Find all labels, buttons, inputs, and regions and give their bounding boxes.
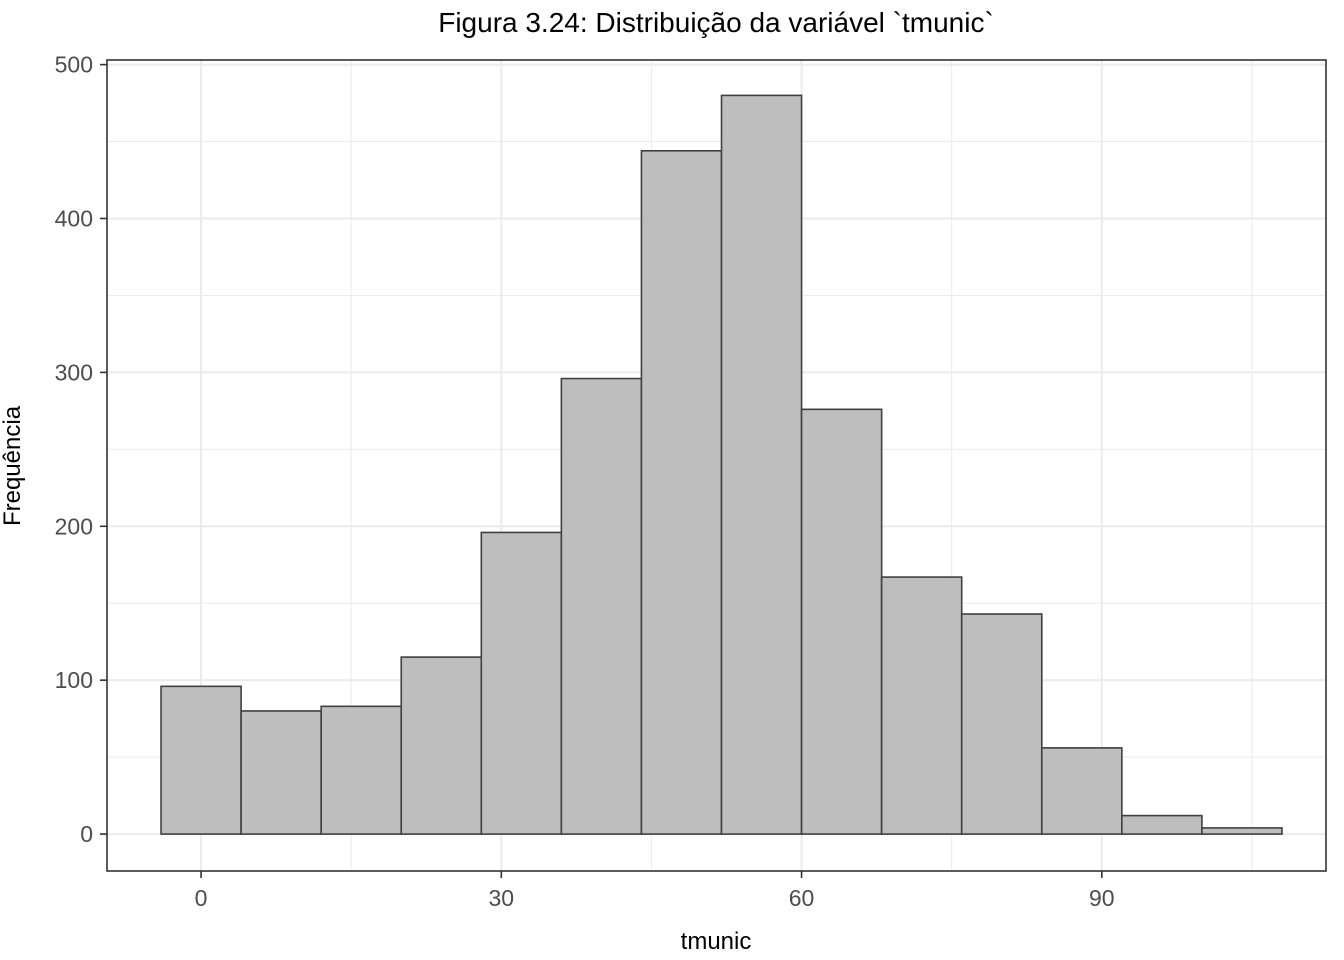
histogram-bar [480,531,563,835]
histogram-bar [640,149,723,835]
histogram-bar [160,685,242,835]
x-tick-label: 30 [489,885,515,911]
histogram-bars [160,94,1283,835]
chart-title: Figura 3.24: Distribuição da variável `t… [438,7,994,38]
y-tick-label: 400 [55,206,93,232]
panel-border [106,59,1327,872]
y-tick-label: 200 [55,513,93,539]
histogram-bar [400,656,483,835]
x-axis-label: tmunic [681,928,752,955]
y-tick-label: 500 [55,52,93,78]
x-tick-label: 0 [195,885,208,911]
histogram-bar [720,94,803,835]
y-tick-label: 0 [80,821,93,847]
histogram-bar [240,710,322,835]
histogram-bar [960,613,1043,835]
x-tick-label: 60 [789,885,815,911]
histogram-bar [560,377,643,835]
histogram-bar [320,705,403,835]
y-tick-label: 100 [55,667,93,693]
histogram-bar [1201,827,1283,835]
histogram-bar [1040,747,1123,835]
histogram-bar [1121,814,1203,835]
y-tick-label: 300 [55,359,93,385]
histogram-bar [880,576,963,835]
histogram-bar [800,408,883,835]
axis-ticks: 0 30 60 90 0 100 200 300 400 500 [55,52,1115,911]
x-tick-label: 90 [1089,885,1115,911]
y-axis-label: Frequência [0,405,26,526]
